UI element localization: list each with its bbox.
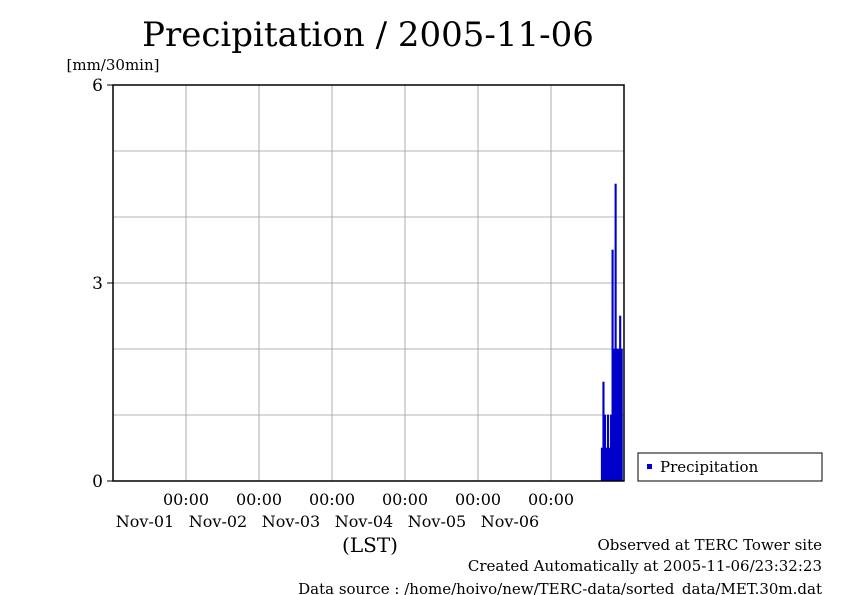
footer-created: Created Automatically at 2005-11-06/23:3… [468, 557, 822, 575]
footer-site: Observed at TERC Tower site [597, 536, 822, 554]
x-tick-time-label: 00:00 [528, 490, 574, 509]
x-tick-time-label: 00:00 [382, 490, 428, 509]
x-tick-time-label: 00:00 [236, 490, 282, 509]
legend-swatch [647, 464, 652, 469]
x-tick-date-label: Nov-01 [116, 512, 174, 531]
x-tick-date-label: Nov-02 [189, 512, 247, 531]
legend: Precipitation [637, 452, 823, 482]
legend-box [637, 452, 823, 482]
footer-source: Data source : /home/hoivo/new/TERC-data/… [298, 580, 822, 595]
x-axis-label: (LST) [342, 533, 398, 557]
grid-lines [113, 85, 624, 481]
chart-title: Precipitation / 2005-11-06 [142, 15, 594, 55]
x-tick-labels: 00:00 Nov-01 00:00 Nov-02 00:00 Nov-03 00:00 No… [116, 490, 574, 531]
x-tick-date-label: Nov-06 [481, 512, 539, 531]
legend-label: Precipitation [660, 458, 759, 476]
y-axis-label: [mm/30min] [67, 56, 160, 74]
precipitation-bar [620, 348, 623, 482]
y-tick-label: 3 [92, 274, 103, 294]
x-tick-date-label: Nov-05 [408, 512, 466, 531]
y-tick-label: 6 [92, 76, 103, 96]
y-tick-labels: 0 3 6 [92, 76, 113, 492]
x-tick-date-label: Nov-03 [262, 512, 320, 531]
x-tick-time-label: 00:00 [455, 490, 501, 509]
x-tick-date-label: Nov-04 [335, 512, 393, 531]
y-tick-label: 0 [92, 472, 103, 492]
bar-series [600, 183, 623, 482]
x-tick-time-label: 00:00 [309, 490, 355, 509]
x-tick-time-label: 00:00 [163, 490, 209, 509]
